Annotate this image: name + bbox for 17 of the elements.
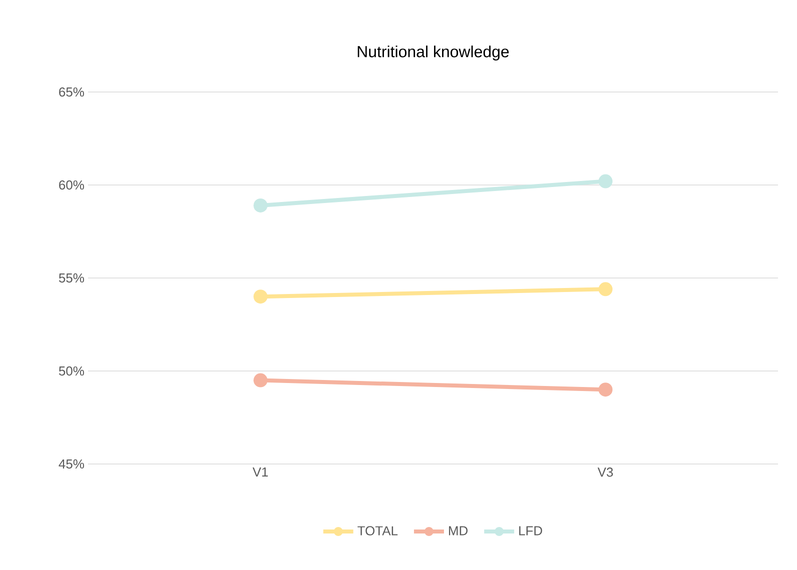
legend-label: TOTAL — [358, 526, 398, 536]
x-tick-label: V3 — [598, 468, 613, 477]
point — [254, 290, 268, 304]
point — [598, 174, 613, 188]
point — [254, 373, 268, 388]
x-tick-label: V1 — [252, 468, 268, 476]
legend-label: MD — [449, 526, 468, 536]
point — [598, 382, 613, 397]
y-tick-label: 55% — [58, 273, 84, 283]
y-tick-label: 60% — [59, 180, 84, 190]
legend-label: LFD — [519, 526, 542, 536]
point — [254, 198, 268, 212]
point — [598, 282, 613, 296]
y-tick-label: 50% — [58, 366, 84, 376]
y-tick-label: 45% — [58, 459, 84, 469]
y-tick-label: 65% — [59, 87, 84, 97]
chart-title: Nutritional knowledge — [358, 46, 509, 61]
